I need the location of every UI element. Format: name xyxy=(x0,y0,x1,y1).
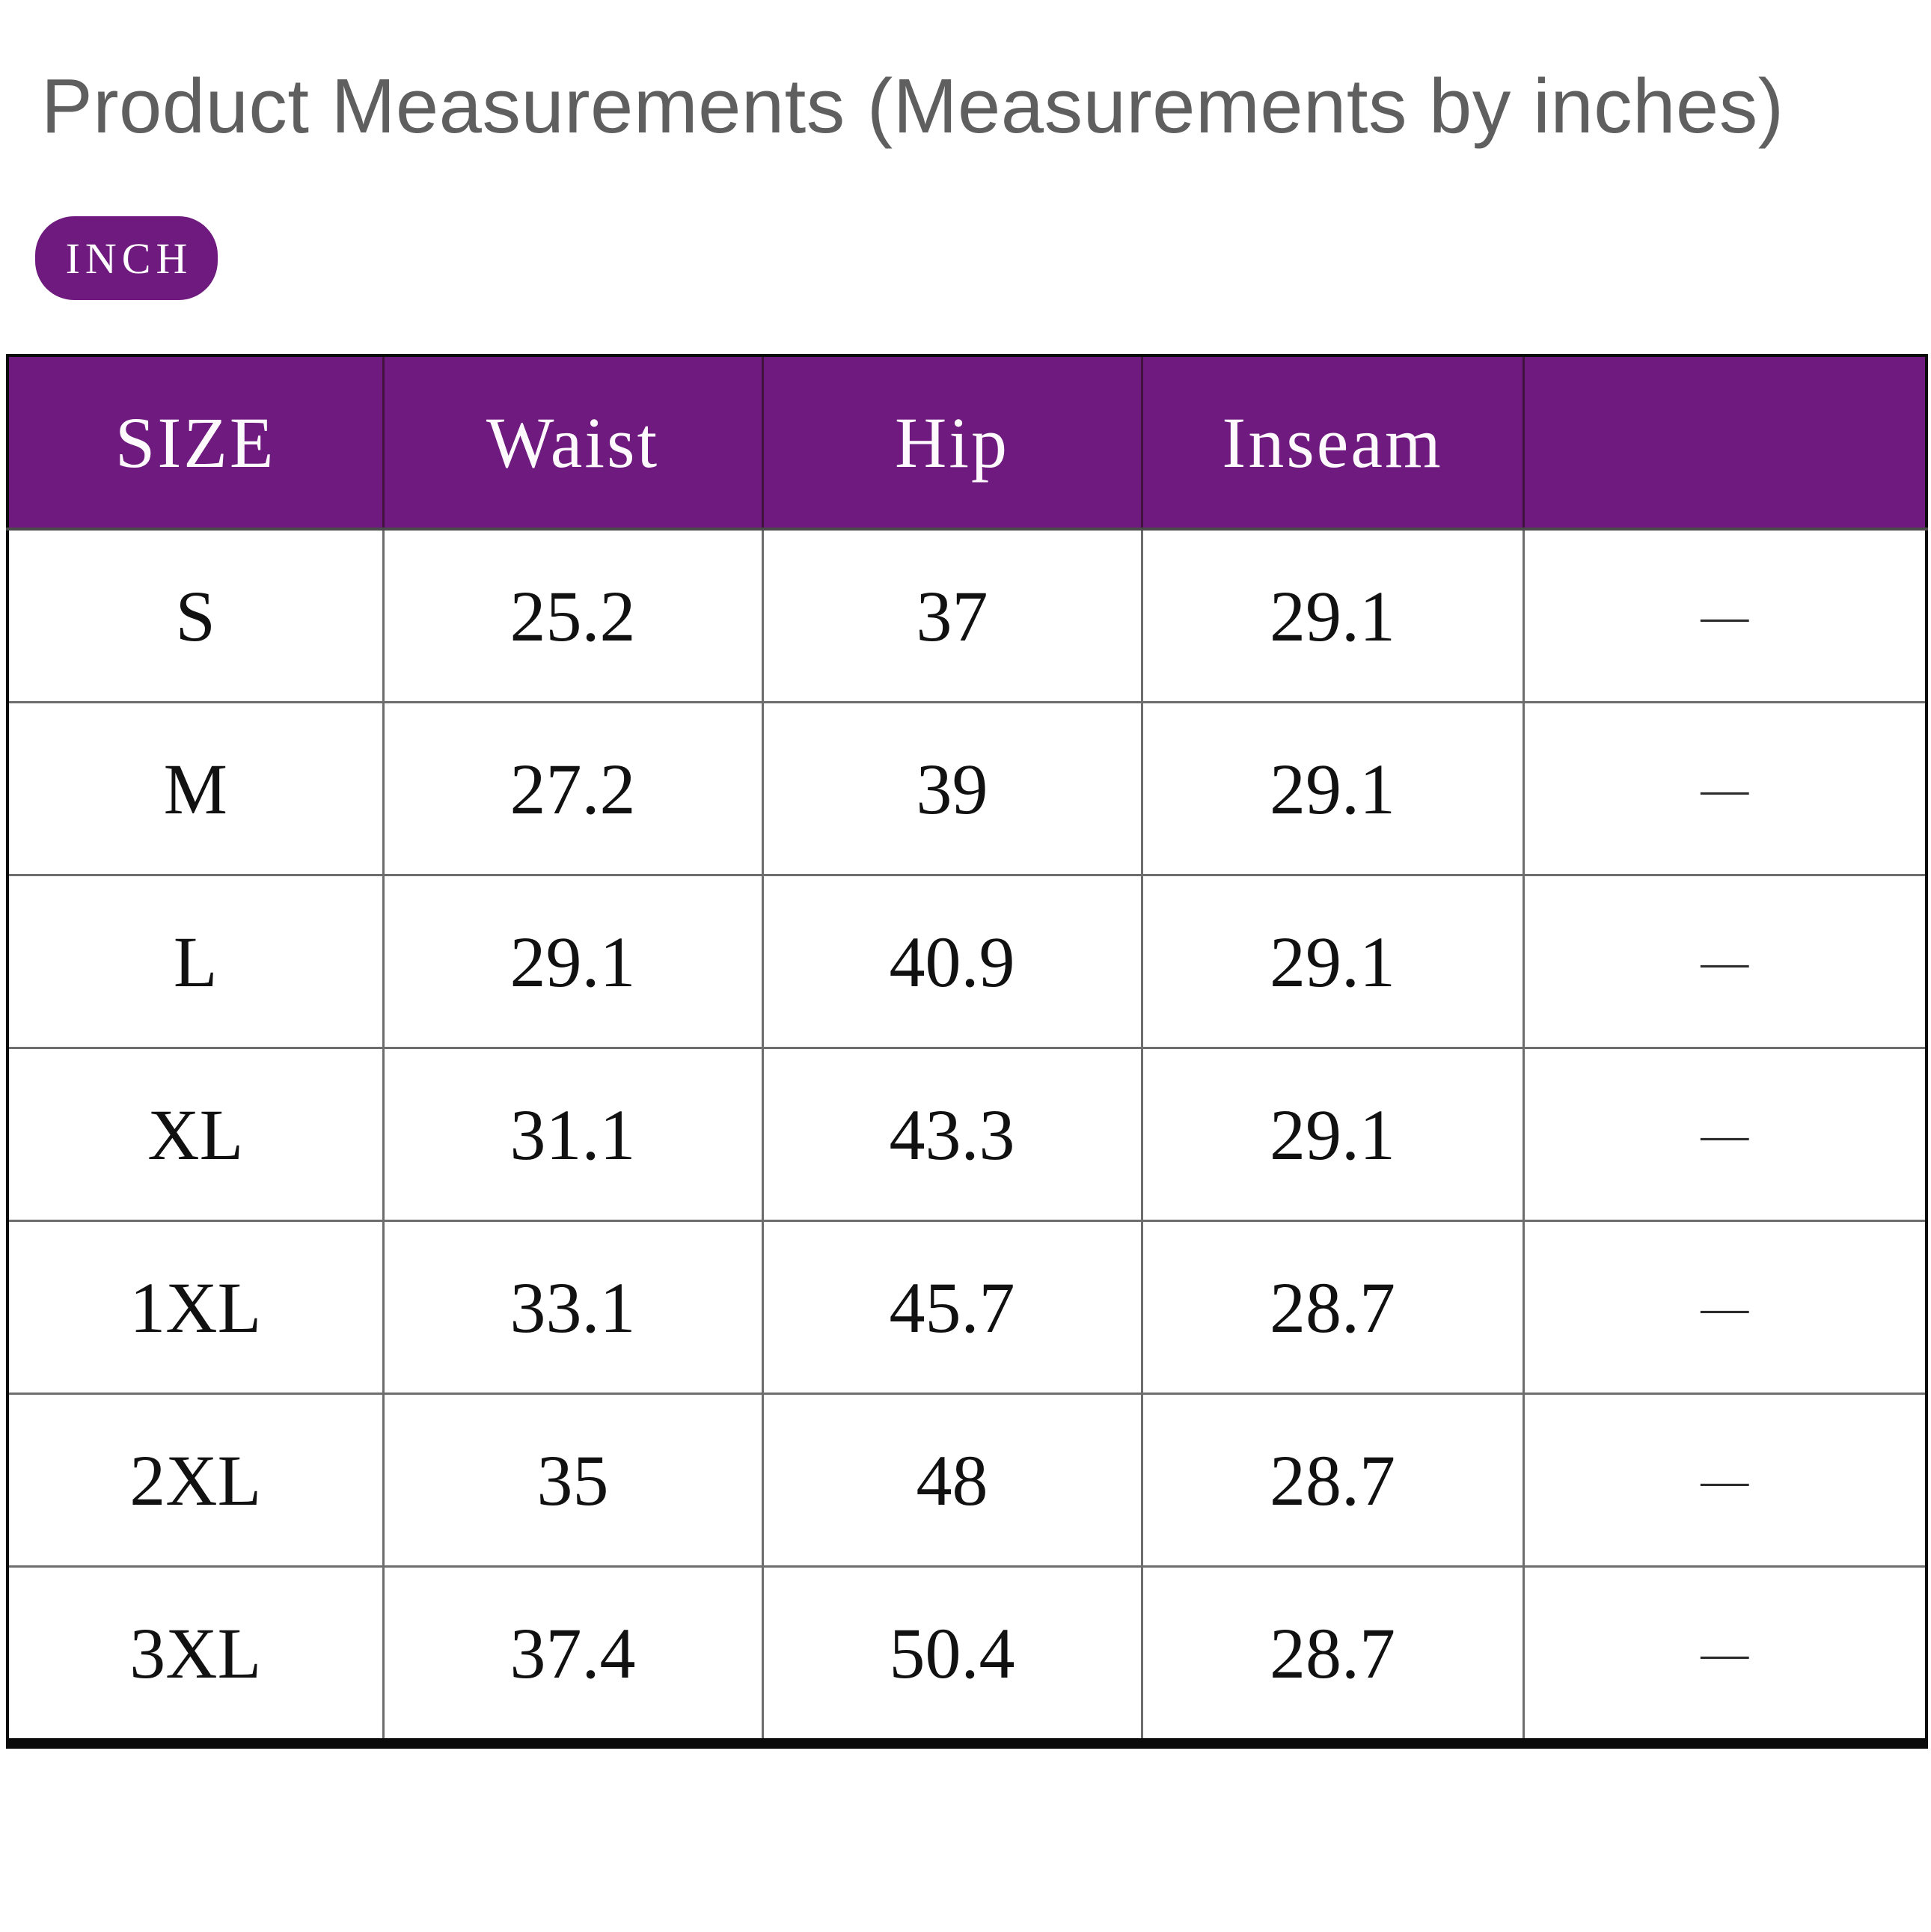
hip-cell: 50.4 xyxy=(761,1566,1142,1743)
size-cell: M xyxy=(7,702,383,875)
table-row: 1XL 33.1 45.7 28.7 — xyxy=(7,1220,1927,1394)
size-cell: 2XL xyxy=(7,1393,383,1567)
waist-cell: 27.2 xyxy=(382,702,762,875)
table-row: L 29.1 40.9 29.1 — xyxy=(7,875,1927,1048)
waist-cell: 33.1 xyxy=(382,1220,762,1394)
table-row: M 27.2 39 29.1 — xyxy=(7,702,1927,875)
waist-cell: 35 xyxy=(382,1393,762,1567)
table-row: 3XL 37.4 50.4 28.7 — xyxy=(7,1566,1927,1743)
size-cell: XL xyxy=(7,1048,383,1221)
hip-cell: 39 xyxy=(761,702,1142,875)
dash-cell: — xyxy=(1522,1566,1927,1743)
column-header-hip: Hip xyxy=(761,355,1142,529)
header-row: SIZE Waist Hip Inseam xyxy=(7,355,1927,529)
size-cell: 3XL xyxy=(7,1566,383,1743)
hip-cell: 40.9 xyxy=(761,875,1142,1048)
waist-cell: 37.4 xyxy=(382,1566,762,1743)
waist-cell: 29.1 xyxy=(382,875,762,1048)
inseam-cell: 29.1 xyxy=(1140,529,1523,703)
dash-cell: — xyxy=(1522,875,1927,1048)
waist-cell: 25.2 xyxy=(382,529,762,703)
dash-cell: — xyxy=(1522,1048,1927,1221)
unit-inch-label: INCH xyxy=(65,233,193,283)
size-cell: 1XL xyxy=(7,1220,383,1394)
inseam-cell: 29.1 xyxy=(1140,1048,1523,1221)
hip-cell: 45.7 xyxy=(761,1220,1142,1394)
column-header-size: SIZE xyxy=(7,355,383,529)
table-row: S 25.2 37 29.1 — xyxy=(7,529,1927,703)
dash-cell: — xyxy=(1522,702,1927,875)
waist-cell: 31.1 xyxy=(382,1048,762,1221)
dash-cell: — xyxy=(1522,1393,1927,1567)
hip-cell: 48 xyxy=(761,1393,1142,1567)
dash-cell: — xyxy=(1522,1220,1927,1394)
inseam-cell: 29.1 xyxy=(1140,702,1523,875)
measurements-table: SIZE Waist Hip Inseam S 25.2 37 29.1 — M… xyxy=(6,354,1928,1749)
page-title: Product Measurements (Measurements by in… xyxy=(41,63,1784,149)
dash-cell: — xyxy=(1522,529,1927,703)
table-row: XL 31.1 43.3 29.1 — xyxy=(7,1048,1927,1221)
hip-cell: 43.3 xyxy=(761,1048,1142,1221)
table-row: 2XL 35 48 28.7 — xyxy=(7,1393,1927,1567)
column-header-waist: Waist xyxy=(382,355,762,529)
size-cell: L xyxy=(7,875,383,1048)
unit-inch-button[interactable]: INCH xyxy=(35,216,218,300)
column-header-blank xyxy=(1522,355,1927,529)
inseam-cell: 28.7 xyxy=(1140,1393,1523,1567)
hip-cell: 37 xyxy=(761,529,1142,703)
column-header-inseam: Inseam xyxy=(1140,355,1523,529)
inseam-cell: 28.7 xyxy=(1140,1566,1523,1743)
inseam-cell: 29.1 xyxy=(1140,875,1523,1048)
size-cell: S xyxy=(7,529,383,703)
inseam-cell: 28.7 xyxy=(1140,1220,1523,1394)
